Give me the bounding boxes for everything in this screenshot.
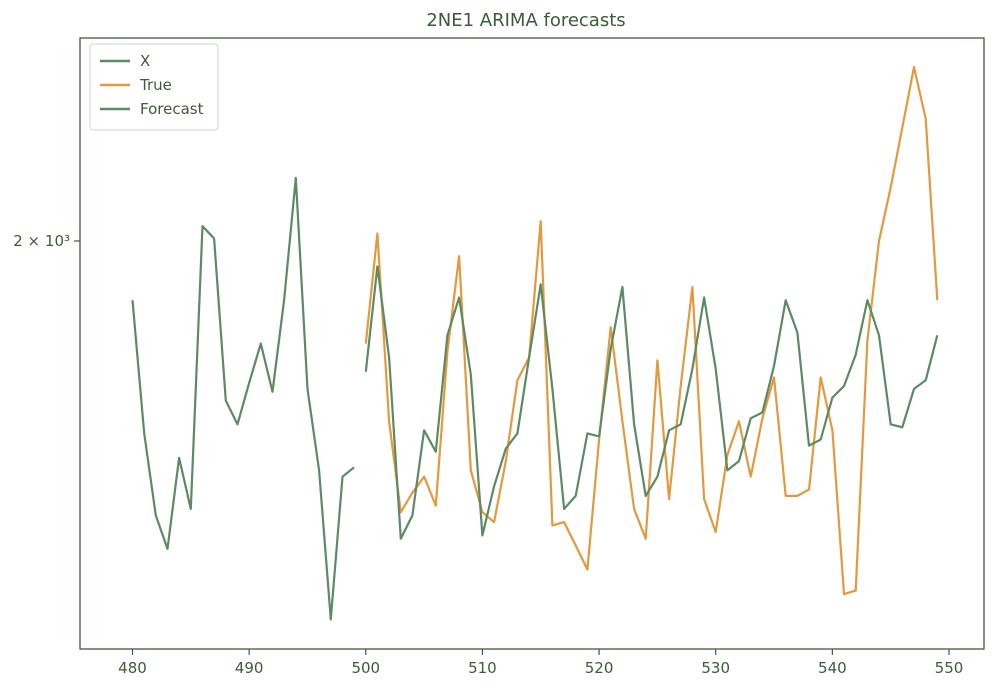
legend-label: Forecast (140, 100, 204, 118)
series-line-x (131, 176, 355, 621)
x-tick-label: 530 (701, 659, 730, 677)
plot-area (131, 65, 939, 621)
x-tick-label: 500 (351, 659, 380, 677)
x-tick-label: 490 (235, 659, 264, 677)
x-tick-label: 550 (935, 659, 964, 677)
x-tick-label: 520 (585, 659, 614, 677)
plot-frame (79, 37, 985, 650)
series-line-forecast (364, 265, 939, 540)
legend-label: X (140, 52, 150, 70)
x-tick-label: 510 (468, 659, 497, 677)
legend: X True Forecast (89, 43, 219, 131)
y-tick-label: 2 × 10³ (13, 232, 70, 250)
series-line-true (364, 65, 939, 596)
x-tick-label: 480 (118, 659, 147, 677)
axes: 480 490 500 510 520 530 540 550 2 × 10³ (13, 232, 963, 677)
chart-title: 2NE1 ARIMA forecasts (426, 10, 625, 31)
x-tick-label: 540 (818, 659, 847, 677)
legend-label: True (139, 76, 172, 94)
